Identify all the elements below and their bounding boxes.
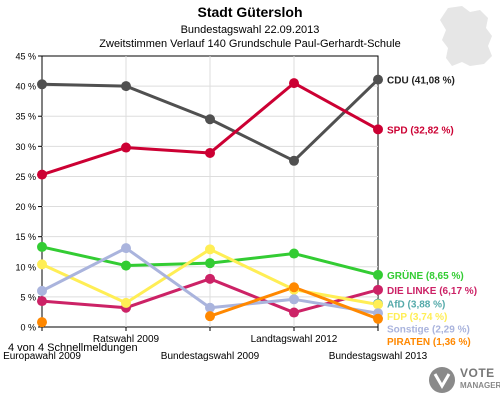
- y-tick-label: 35 %: [15, 112, 36, 122]
- y-tick-label: 15 %: [15, 232, 36, 242]
- data-point-spd: [289, 78, 299, 89]
- x-tick-label: Landtagswahl 2012: [251, 334, 338, 345]
- data-point-fdp: [205, 244, 215, 255]
- y-tick-label: 45 %: [15, 52, 36, 62]
- logo-text-manager: MANAGER: [460, 381, 500, 390]
- series-label-piraten: PIRATEN (1,36 %): [387, 337, 471, 348]
- data-point-fdp: [373, 299, 383, 310]
- data-point-cdu: [121, 81, 131, 92]
- data-point-cdu: [289, 155, 299, 166]
- y-tick-label: 20 %: [15, 202, 36, 212]
- data-point-fdp: [37, 259, 47, 270]
- data-point-spd: [205, 147, 215, 158]
- y-tick-label: 0 %: [20, 323, 36, 333]
- x-tick-label: Bundestagswahl 2013: [329, 351, 428, 362]
- chart-title: Stadt Gütersloh: [197, 4, 303, 20]
- germany-map-silhouette: [440, 6, 492, 66]
- chart-description: Zweitstimmen Verlauf 140 Grundschule Pau…: [99, 38, 401, 50]
- y-tick-label: 10 %: [15, 262, 36, 272]
- data-point-grüne: [205, 258, 215, 269]
- data-point-piraten: [37, 317, 47, 328]
- data-point-cdu: [373, 74, 383, 85]
- chart-titles: Stadt Gütersloh Bundestagswahl 22.09.201…: [0, 0, 500, 51]
- series-label-spd: SPD (32,82 %): [387, 125, 454, 136]
- data-point-fdp: [121, 297, 131, 308]
- data-point-die-linke: [37, 296, 47, 307]
- data-point-sonstige: [121, 243, 131, 254]
- series-label-fdp: FDP (3,74 %): [387, 312, 447, 323]
- x-tick-label: Bundestagswahl 2009: [161, 351, 260, 362]
- y-tick-label: 40 %: [15, 82, 36, 92]
- series-label-sonstige: Sonstige (2,29 %): [387, 325, 470, 336]
- data-point-sonstige: [37, 285, 47, 296]
- votemanager-logo-icon: [429, 367, 455, 393]
- x-tick-label: Ratswahl 2009: [93, 334, 160, 345]
- data-point-die-linke: [373, 284, 383, 295]
- data-point-grüne: [37, 241, 47, 252]
- chart-subtitle: Bundestagswahl 22.09.2013: [180, 24, 320, 36]
- y-tick-label: 30 %: [15, 142, 36, 152]
- data-point-sonstige: [289, 294, 299, 305]
- series-label-afd: AfD (3,88 %): [387, 300, 445, 311]
- data-point-piraten: [289, 282, 299, 293]
- data-point-spd: [373, 124, 383, 135]
- x-tick-label: Europawahl 2009: [3, 351, 81, 362]
- y-tick-label: 5 %: [20, 292, 36, 302]
- y-tick-label: 25 %: [15, 172, 36, 182]
- data-point-spd: [121, 142, 131, 153]
- data-point-sonstige: [205, 302, 215, 313]
- series-label-die-linke: DIE LINKE (6,17 %): [387, 286, 477, 297]
- data-point-die-linke: [289, 307, 299, 318]
- data-point-spd: [37, 169, 47, 180]
- data-point-piraten: [205, 311, 215, 322]
- data-point-cdu: [37, 79, 47, 90]
- data-point-die-linke: [205, 273, 215, 284]
- series-label-grüne: GRÜNE (8,65 %): [387, 269, 464, 282]
- series-label-cdu: CDU (41,08 %): [387, 76, 455, 87]
- data-point-grüne: [289, 248, 299, 259]
- data-point-cdu: [205, 114, 215, 125]
- data-point-grüne: [121, 260, 131, 271]
- data-point-piraten: [373, 313, 383, 324]
- votemanager-logo: VOTE MANAGER: [428, 364, 500, 396]
- logo-text-vote: VOTE: [460, 366, 495, 380]
- data-point-grüne: [373, 269, 383, 280]
- footer-status: 4 von 4 Schnellmeldungen: [8, 342, 138, 354]
